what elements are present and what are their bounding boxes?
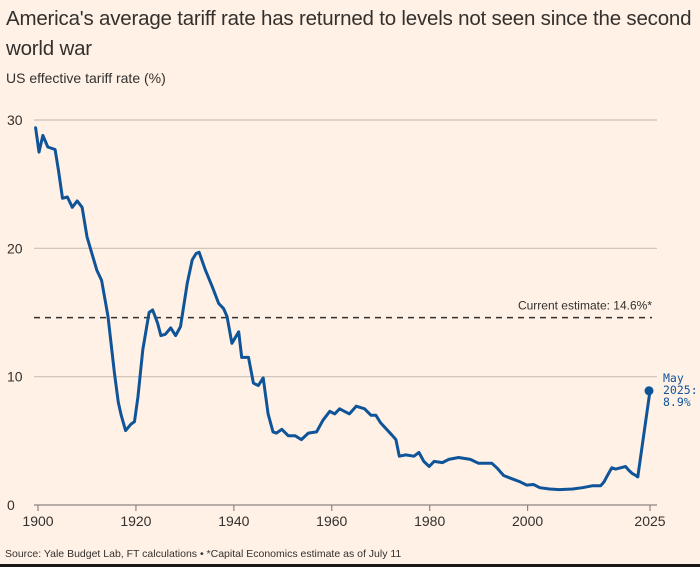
x-tick-label: 2000: [512, 513, 543, 529]
series-line-tariff-rate: [34, 126, 640, 492]
chart-subtitle: US effective tariff rate (%): [6, 70, 166, 86]
y-tick-label: 10: [7, 369, 23, 385]
x-tick-label: 1900: [22, 513, 53, 529]
bottom-rule: [0, 564, 700, 567]
end-annotation-line: May: [663, 371, 684, 385]
reference-line-label: Current estimate: 14.6%*: [518, 299, 652, 313]
end-annotation-line: 8.9%: [663, 395, 691, 409]
y-tick-label: 30: [7, 112, 23, 128]
y-tick-label: 0: [7, 497, 15, 513]
x-tick-label: 1940: [218, 513, 249, 529]
series-group: [34, 126, 652, 492]
x-axis: 1900 1920 1940 1960 1980 2000 2025: [22, 504, 666, 529]
x-tick-label: 2025: [634, 513, 665, 529]
x-tick-label: 1960: [316, 513, 347, 529]
end-annotation-line: 2025:: [663, 383, 698, 397]
source-note: Source: Yale Budget Lab, FT calculations…: [5, 548, 402, 560]
reference-line-group: Current estimate: 14.6%*: [34, 299, 652, 319]
y-tick-label: 20: [7, 240, 23, 256]
chart-title: America's average tariff rate has return…: [6, 7, 692, 60]
gridlines: [34, 119, 657, 378]
series-line-2025-spike: [636, 389, 652, 479]
x-tick-label: 1980: [414, 513, 445, 529]
x-tick-label: 1920: [120, 513, 151, 529]
end-point-marker: [644, 386, 654, 396]
y-axis-labels: 0 10 20 30: [7, 112, 23, 513]
